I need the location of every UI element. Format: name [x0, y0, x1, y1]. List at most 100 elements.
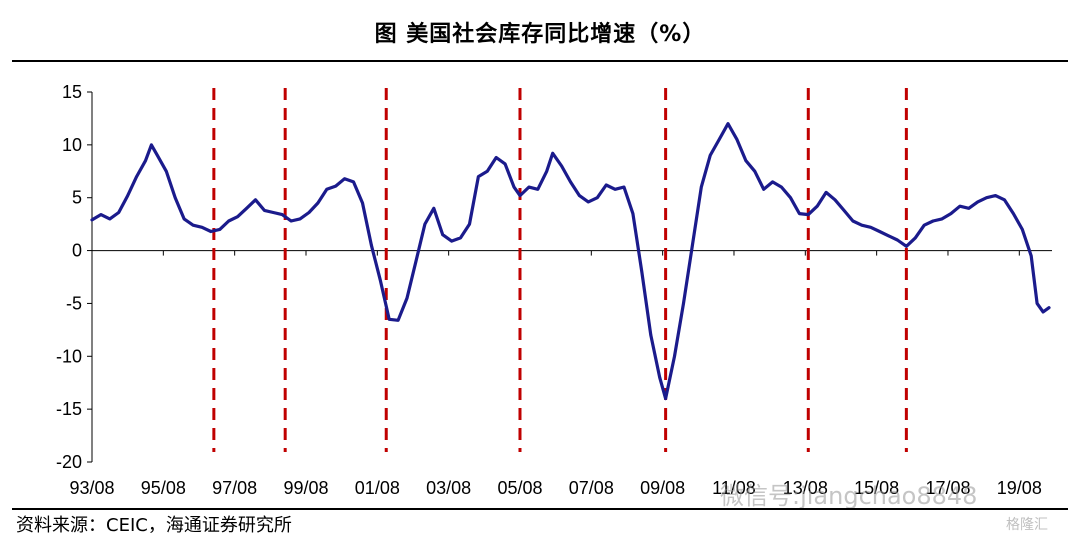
data-point — [518, 194, 522, 197]
data-point — [569, 180, 572, 184]
data-point — [1021, 228, 1024, 231]
y-tick-label: 0 — [72, 241, 82, 261]
data-point — [486, 170, 489, 173]
data-point — [887, 234, 890, 237]
data-point — [726, 122, 730, 125]
data-point — [596, 196, 599, 199]
data-point — [833, 198, 837, 201]
data-point — [272, 211, 275, 214]
data-point — [512, 185, 516, 189]
y-tick-label: 15 — [62, 82, 82, 102]
data-point — [640, 270, 643, 273]
data-point — [108, 217, 112, 221]
data-point — [495, 156, 498, 159]
data-point — [144, 159, 147, 162]
data-point — [405, 296, 409, 300]
data-point — [622, 185, 626, 189]
x-tick-label: 97/08 — [212, 478, 257, 498]
data-point — [1030, 254, 1033, 258]
data-point — [896, 238, 899, 242]
data-point — [949, 212, 953, 215]
footer-divider — [12, 508, 1068, 510]
data-point — [664, 397, 667, 400]
title-divider — [12, 60, 1068, 62]
x-tick-label: 09/08 — [640, 478, 685, 498]
data-point — [298, 217, 302, 221]
data-point — [976, 200, 979, 204]
x-tick-label: 19/08 — [997, 478, 1042, 498]
wechat-watermark: 微信号:jiangchao8848 — [720, 482, 978, 510]
data-point — [90, 218, 94, 222]
data-point — [869, 226, 872, 229]
x-tick-label: 95/08 — [141, 478, 186, 498]
data-point — [631, 212, 635, 215]
data-point — [985, 196, 988, 199]
data-point — [1041, 310, 1045, 314]
data-point — [851, 219, 855, 223]
data-point — [798, 212, 801, 215]
y-tick-label: -10 — [56, 346, 82, 366]
data-point — [352, 180, 355, 184]
data-point — [613, 188, 617, 191]
data-point — [578, 194, 581, 197]
data-point — [503, 162, 507, 166]
data-point — [1047, 306, 1051, 309]
x-tick-label: 17/08 — [925, 478, 970, 498]
data-point — [527, 185, 531, 189]
data-point — [923, 224, 926, 227]
x-tick-label: 07/08 — [569, 478, 614, 498]
data-point — [700, 185, 703, 189]
watermark-badge: 格隆汇 — [1006, 517, 1048, 533]
data-point — [682, 302, 685, 305]
data-point — [99, 213, 103, 216]
data-point — [816, 205, 819, 208]
y-tick-label: -20 — [56, 452, 82, 472]
data-point — [744, 159, 748, 162]
data-point — [263, 209, 266, 212]
data-point — [842, 209, 846, 212]
data-point — [135, 175, 138, 178]
y-tick-label: 10 — [62, 135, 82, 155]
data-point — [551, 152, 554, 155]
data-point — [468, 222, 471, 226]
data-point — [325, 188, 328, 191]
data-point — [191, 224, 195, 227]
x-tick-label: 03/08 — [426, 478, 471, 498]
data-point — [218, 228, 221, 231]
data-point — [200, 226, 204, 229]
data-point — [227, 219, 230, 223]
data-point — [423, 222, 427, 226]
data-point — [1035, 302, 1039, 305]
data-point — [209, 230, 213, 233]
y-tick-label: -5 — [66, 293, 82, 313]
data-point — [691, 244, 694, 247]
data-point — [735, 138, 739, 141]
data-point — [931, 219, 935, 223]
x-tick-label: 93/08 — [69, 478, 114, 498]
source-note: 资料来源：CEIC，海通证券研究所 — [16, 515, 292, 536]
data-point — [649, 333, 652, 337]
data-point — [441, 233, 444, 236]
data-point — [967, 207, 970, 210]
data-point — [789, 196, 792, 199]
data-point — [361, 201, 364, 205]
data-point — [753, 170, 756, 173]
data-point — [536, 188, 539, 191]
x-tick-label: 11/08 — [712, 478, 756, 498]
data-point — [126, 194, 129, 197]
data-point — [254, 198, 257, 201]
chart-title: 图 美国社会库存同比增速（%） — [374, 22, 706, 47]
data-point — [432, 207, 435, 210]
x-tick-label: 15/08 — [854, 478, 899, 498]
data-point — [343, 177, 346, 180]
data-point — [717, 138, 721, 141]
data-point — [236, 215, 239, 218]
data-point — [771, 180, 774, 184]
data-point — [334, 184, 337, 188]
data-point — [658, 376, 661, 379]
y-tick-label: -15 — [56, 399, 82, 419]
data-point — [388, 318, 391, 321]
data-point — [459, 236, 462, 240]
data-point — [860, 224, 863, 227]
data-point — [174, 196, 177, 199]
